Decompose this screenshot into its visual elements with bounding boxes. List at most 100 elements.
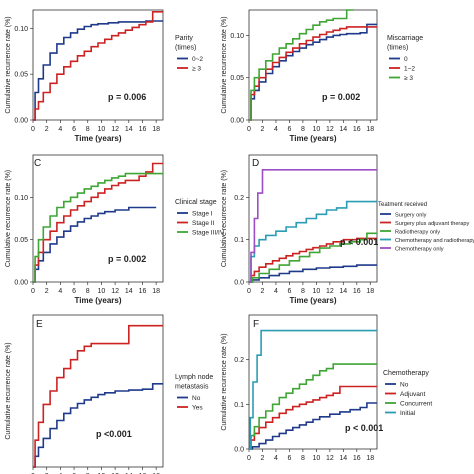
x-tick-label: 0 <box>247 455 251 462</box>
legend-title: Chemotherapy <box>383 370 429 377</box>
panel-5: 024681012141618Cumulative recurrence rat… <box>5 314 213 474</box>
legend-label: No <box>192 395 201 402</box>
legend-title: (times) <box>175 45 196 52</box>
x-tick-label: 18 <box>152 126 160 133</box>
x-tick-label: 16 <box>353 455 361 462</box>
series-line <box>249 329 377 450</box>
x-tick-label: 2 <box>45 288 49 295</box>
x-tick-label: 4 <box>58 126 62 133</box>
legend-title: Clinical stage <box>175 199 217 206</box>
x-tick-label: 6 <box>287 288 291 295</box>
x-tick-label: 8 <box>86 126 90 133</box>
y-tick-label: 0.2 <box>234 195 244 202</box>
panel-letter: C <box>34 158 41 169</box>
legend-label: Initial <box>400 410 416 417</box>
p-value: p = 0.002 <box>322 92 360 102</box>
legend-title: Miscarriage <box>387 35 423 42</box>
legend-label: 0~2 <box>192 56 203 63</box>
series-line <box>33 162 163 283</box>
x-tick-label: 16 <box>353 288 361 295</box>
y-tick-label: 0.0 <box>234 280 244 287</box>
y-tick-label: 0.05 <box>14 72 28 79</box>
y-tick-label: 0.2 <box>234 357 244 364</box>
x-axis-label: Time (years) <box>290 134 337 143</box>
legend-label: No <box>400 382 409 389</box>
plot-frame <box>248 314 378 450</box>
x-tick-label: 10 <box>98 126 106 133</box>
y-axis-label: Cumulative recurrence rate (%) <box>221 170 228 267</box>
series-line <box>33 383 163 468</box>
series-line <box>249 402 377 450</box>
x-tick-label: 0 <box>31 288 35 295</box>
y-axis-label: Cumulative recurrence rate (%) <box>5 342 12 439</box>
y-tick-label: 0.1 <box>234 237 244 244</box>
y-tick-label: 0.05 <box>14 237 28 244</box>
y-tick-label: 0.00 <box>230 118 244 125</box>
x-tick-label: 10 <box>312 288 320 295</box>
legend-label: Stage I <box>192 211 213 218</box>
series-line <box>33 324 163 468</box>
x-axis-label: Time (years) <box>75 296 122 305</box>
x-tick-label: 12 <box>326 288 334 295</box>
series-line <box>33 206 157 283</box>
series-line <box>249 264 377 283</box>
plot-frame <box>32 154 164 283</box>
x-tick-label: 18 <box>366 126 374 133</box>
x-tick-label: 2 <box>261 455 265 462</box>
y-tick-label: 0.0 <box>234 447 244 454</box>
y-axis-label: Cumulative recurrence rate (%) <box>221 333 228 430</box>
x-tick-label: 14 <box>339 288 347 295</box>
y-tick-label: 0.05 <box>230 75 244 82</box>
x-tick-label: 14 <box>339 455 347 462</box>
x-tick-label: 8 <box>301 288 305 295</box>
legend-label: Chemotherapy only <box>395 247 444 253</box>
x-axis-label: Time (years) <box>290 296 337 305</box>
x-tick-label: 0 <box>31 126 35 133</box>
series-line <box>249 232 377 283</box>
plot-frame <box>32 314 164 468</box>
legend-label: Concurrent <box>400 401 432 408</box>
x-tick-label: 16 <box>139 126 147 133</box>
x-tick-label: 18 <box>152 288 160 295</box>
series-line <box>249 26 377 121</box>
x-tick-label: 2 <box>45 126 49 133</box>
x-axis-label: Time (years) <box>75 134 122 143</box>
legend-label: ≥ 3 <box>404 75 413 82</box>
panel-4: 0 2 4 6 8 10 12 14 16 18 0.0 0.1 0.2 Time (years) Cumu… <box>221 154 474 305</box>
panel-letter: F <box>253 319 259 330</box>
plot-frame <box>248 154 378 283</box>
y-tick-label: 0.10 <box>230 33 244 40</box>
x-tick-label: 10 <box>312 126 320 133</box>
p-value: p = 0.006 <box>108 92 146 102</box>
series-line <box>33 172 163 283</box>
legend-title: Lymph node <box>175 374 213 381</box>
legend-title: Teatment received <box>378 202 427 208</box>
legend-label: Stage II <box>192 220 215 227</box>
plot-frame <box>248 9 378 121</box>
p-value: p < 0.001 <box>340 237 378 247</box>
legend-title: (times) <box>387 45 408 52</box>
p-value: p = 0.002 <box>108 254 146 264</box>
p-value: p < 0.001 <box>345 423 383 433</box>
p-value: p <0.001 <box>96 429 132 439</box>
legend-label: ≥ 3 <box>192 66 201 73</box>
y-tick-label: 0.00 <box>14 118 28 125</box>
x-tick-label: 4 <box>274 126 278 133</box>
y-tick-label: 0.1 <box>234 402 244 409</box>
legend-label: 0 <box>404 56 408 63</box>
y-axis-label: Cumulative recurrence rate (%) <box>5 170 12 267</box>
x-tick-label: 12 <box>111 126 119 133</box>
x-tick-label: 6 <box>287 126 291 133</box>
x-tick-label: 4 <box>58 288 62 295</box>
panel-6: 0 2 4 6 8 10 12 14 16 18 0.0 0.1 0.2 Cumulative recur… <box>221 314 432 462</box>
legend-label: Surgery plus adjuvant therapy <box>395 221 470 227</box>
panel-3: 0 2 4 6 8 10 12 14 16 18 0.00 0.05 0.10 Time (years) C… <box>5 154 225 305</box>
panel-letter: D <box>252 158 259 169</box>
x-tick-label: 12 <box>111 288 119 295</box>
plot-frame <box>32 9 164 121</box>
legend-label: Radiotherapy only <box>395 230 440 236</box>
x-tick-label: 2 <box>261 126 265 133</box>
legend-title: Parity <box>175 35 193 42</box>
x-tick-label: 10 <box>98 288 106 295</box>
x-tick-label: 6 <box>72 126 76 133</box>
